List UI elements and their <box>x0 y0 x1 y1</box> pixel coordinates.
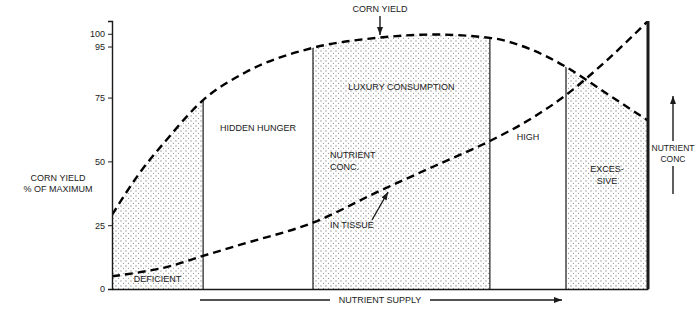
region-label: HIGH <box>517 132 540 142</box>
region-boundary <box>312 21 313 289</box>
region-fill <box>566 21 648 289</box>
y-tick-label: 95 <box>95 42 105 52</box>
y-tick: 75 <box>95 93 112 103</box>
region-fill <box>112 21 203 289</box>
y-axis-line <box>108 22 113 290</box>
y-axis: 0 25 50 75 95 100 <box>90 22 113 295</box>
y-tick-label: 50 <box>95 157 105 167</box>
region-boundary <box>565 21 566 289</box>
y-tick: 100 <box>90 29 112 39</box>
y-tick: 50 <box>95 157 112 167</box>
x-axis-title: NUTRIENT SUPPLY <box>339 295 422 305</box>
y-tick-mark <box>108 47 112 48</box>
series-line <box>112 21 648 276</box>
annotation-arrow <box>372 192 388 220</box>
texts: DEFICIENT HIDDEN HUNGER LUXURY CONSUMPTION… <box>24 4 696 307</box>
y-tick: 95 <box>95 42 112 52</box>
region-label: HIDDEN HUNGER <box>220 123 297 133</box>
region-boundary <box>203 21 204 289</box>
y-tick-mark <box>108 98 112 99</box>
label-background <box>330 293 430 307</box>
chart: 0 25 50 75 95 100 DEFICIENT HIDDEN HUNGER LUXURY… <box>0 0 696 316</box>
x-axis-line <box>113 289 649 290</box>
region-label: SIVE <box>597 176 618 186</box>
y-tick-label: 75 <box>95 93 105 103</box>
y-axis-title: % OF MAXIMUM <box>24 184 93 194</box>
annotation-arrow <box>379 16 380 35</box>
y-tick: 25 <box>95 221 112 231</box>
y-tick-label: 0 <box>100 284 105 294</box>
annotation: IN TISSUE <box>330 220 374 230</box>
y-tick-mark <box>108 34 112 35</box>
annotation: NUTRIENT <box>330 150 376 160</box>
y-tick-label: 100 <box>90 29 105 39</box>
region-boundary <box>489 21 490 289</box>
y-tick-label: 25 <box>95 221 105 231</box>
region-fill <box>490 21 566 289</box>
x-axis <box>113 289 649 290</box>
annotation: CONC. <box>330 162 359 172</box>
annotation: CONC <box>660 154 685 164</box>
region-fill <box>313 21 490 289</box>
y-tick-mark <box>108 289 112 290</box>
region-label: LUXURY CONSUMPTION <box>348 82 454 92</box>
y-tick-mark <box>108 161 112 162</box>
region-boundary <box>647 21 650 289</box>
annotation: CORN YIELD <box>353 4 408 14</box>
annotation: NUTRIENT <box>652 143 695 153</box>
region-label: EXCES- <box>590 164 624 174</box>
regions <box>112 21 648 289</box>
y-axis-title: CORN YIELD <box>31 173 86 183</box>
y-tick-mark <box>108 225 112 226</box>
series-line <box>112 35 648 215</box>
region-label: DEFICIENT <box>134 274 182 284</box>
plot-area <box>112 21 648 289</box>
label-background <box>651 141 695 166</box>
region-fill <box>203 21 313 289</box>
y-tick: 0 <box>100 284 112 294</box>
